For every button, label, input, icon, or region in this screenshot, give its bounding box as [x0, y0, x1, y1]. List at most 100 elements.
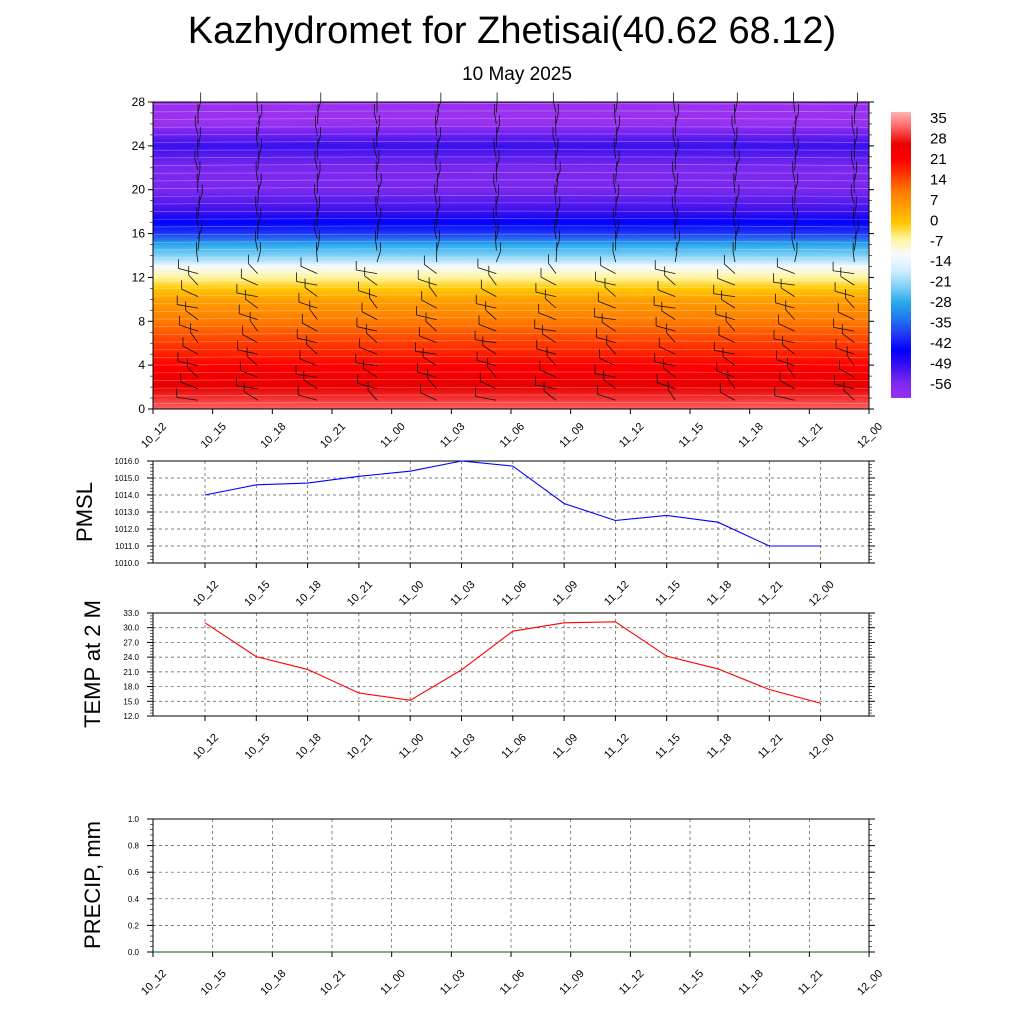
pmsl-xtick-label: 10_21 [345, 579, 375, 609]
wind-barb [488, 274, 497, 286]
wind-barb [316, 135, 321, 148]
wind-barb [612, 251, 617, 263]
wind-barb [671, 205, 676, 217]
wind-barb [246, 355, 258, 366]
wind-barb [197, 170, 201, 182]
colorbar-label: -28 [930, 294, 952, 311]
wind-barb [480, 380, 497, 390]
wind-barb [833, 270, 855, 274]
pmsl-ytick-label: 1014.0 [115, 491, 140, 500]
wind-barb [358, 290, 378, 297]
wind-barb [543, 390, 557, 401]
wind-barb [494, 112, 497, 124]
contour-line [152, 387, 870, 389]
wind-barb [853, 101, 858, 113]
wind-barb [436, 205, 441, 217]
wind-barb [315, 124, 318, 136]
wind-barb [237, 349, 258, 355]
wind-barb [716, 370, 736, 378]
wind-barb [242, 334, 258, 344]
temp-xtick-label: 11_06 [499, 732, 529, 762]
wind-barb [373, 147, 378, 159]
wind-barb [427, 378, 437, 389]
wind-barb [495, 251, 501, 263]
wind-barb [713, 293, 736, 298]
wind-barb [555, 239, 560, 251]
wind-barb [478, 324, 497, 332]
wind-barb [835, 347, 855, 355]
temp-xtick-label: 10_12 [191, 732, 221, 762]
wind-barb [182, 345, 199, 355]
wind-barb [545, 298, 557, 309]
wind-barb [196, 251, 199, 263]
wind-barb [376, 228, 379, 240]
wind-barb [666, 332, 676, 343]
contour-line [152, 279, 870, 282]
wind-barb [535, 384, 557, 390]
wind-barb [376, 124, 380, 136]
wind-barb [724, 263, 736, 274]
colorbar-label: 0 [930, 212, 938, 229]
heatmap-ytick-label: 28 [132, 95, 146, 109]
precip-xtick-label: 11_06 [498, 968, 528, 998]
heatmap-xtick-label: 11_03 [438, 421, 468, 451]
wind-barb [733, 147, 736, 159]
wind-barb [598, 300, 616, 309]
heatmap-xtick-label: 11_18 [736, 421, 766, 451]
contour-line [152, 363, 870, 366]
wind-barb [495, 228, 499, 240]
wind-barb [794, 158, 796, 171]
wind-barb [364, 275, 378, 286]
contour-line [152, 202, 870, 205]
wind-barb [475, 339, 497, 344]
wind-barb [734, 239, 737, 251]
pmsl-xtick-label: 11_00 [397, 579, 427, 609]
contour-line [152, 371, 870, 374]
heatmap-xtick-label: 12_00 [855, 421, 885, 451]
wind-barb [241, 277, 258, 286]
wind-barb [792, 135, 796, 148]
wind-barb [257, 216, 262, 228]
wind-barb [732, 251, 736, 263]
wind-barb [774, 395, 795, 401]
contour-line [152, 302, 870, 305]
colorbar-label: 7 [930, 192, 938, 209]
wind-barb [852, 251, 855, 263]
wind-barb [600, 265, 616, 274]
pmsl-xtick-label: 10_15 [242, 579, 272, 609]
temp-frame [152, 612, 870, 717]
colorbar-label: -56 [930, 376, 952, 393]
contour-line [152, 186, 870, 189]
wind-barb [180, 381, 199, 390]
wind-barb [794, 124, 797, 136]
wind-barb [604, 286, 616, 297]
wind-barb [536, 348, 557, 355]
wind-barb [236, 292, 258, 298]
pmsl-ytick-label: 1015.0 [115, 474, 140, 483]
temp-xtick-label: 10_15 [242, 732, 272, 762]
contour-line [152, 210, 870, 212]
wind-barb [316, 101, 322, 113]
wind-barb [299, 358, 318, 367]
wind-barb [853, 135, 858, 148]
wind-barb [421, 299, 437, 309]
temp-ytick-label: 18.0 [123, 683, 139, 692]
heatmap-xtick-label: 10_15 [199, 421, 229, 451]
wind-barb [615, 158, 620, 171]
wind-barb [853, 170, 858, 182]
contour-line [152, 133, 870, 136]
wind-barb [197, 228, 203, 240]
wind-barb [555, 216, 558, 228]
contour-line [152, 149, 870, 151]
wind-barb [487, 366, 497, 378]
heatmap-ytick-label: 20 [132, 183, 146, 197]
wind-barb [615, 170, 617, 182]
heatmap-xtick-label: 11_15 [677, 421, 707, 451]
wind-barb [422, 356, 437, 367]
wind-barb [316, 239, 320, 251]
pmsl-xtick-label: 11_06 [499, 579, 529, 609]
wind-barb [674, 251, 678, 263]
wind-barb [606, 343, 616, 355]
wind-barb [853, 216, 855, 228]
wind-barb [177, 360, 199, 367]
